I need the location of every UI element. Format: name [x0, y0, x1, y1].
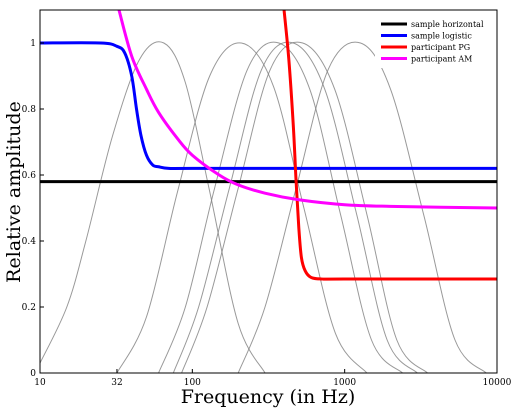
y-tick-label: 0 — [30, 369, 36, 379]
y-tick-label: 0.6 — [22, 171, 37, 181]
y-tick-label: 0.4 — [22, 237, 37, 247]
legend-label-participant-am: participant AM — [411, 55, 472, 64]
x-tick-label: 32 — [111, 378, 122, 388]
x-tick-label: 10000 — [483, 378, 512, 388]
legend-label-sample-horizontal: sample horizontal — [411, 20, 484, 29]
x-tick-label: 10 — [34, 378, 46, 388]
legend-label-sample-logistic: sample logistic — [411, 32, 472, 41]
series-line-participant-am — [117, 10, 497, 210]
filter-curve-6 — [237, 41, 487, 373]
series-line-participant-pg — [282, 10, 497, 281]
legend: sample horizontal sample logistic particip… — [375, 16, 495, 68]
filter-curve-3 — [158, 41, 403, 373]
legend-label-participant-pg: participant PG — [411, 43, 470, 52]
x-tick-label: 1000 — [333, 378, 356, 388]
y-tick-label: 0.8 — [22, 105, 37, 115]
filter-curve-1 — [40, 41, 266, 373]
plot-frame — [39, 9, 498, 374]
plot-background — [40, 10, 497, 373]
filter-curve-2 — [116, 42, 368, 373]
x-tick-label: 100 — [184, 378, 201, 388]
x-axis-title: Frequency (in Hz) — [181, 386, 356, 408]
y-tick-label: 1 — [30, 39, 36, 49]
y-tick-label: 0.2 — [22, 303, 36, 313]
y-axis-title: Relative amplitude — [3, 101, 25, 283]
series-line-sample-logistic — [40, 41, 497, 171]
filter-curve-5 — [181, 41, 428, 373]
